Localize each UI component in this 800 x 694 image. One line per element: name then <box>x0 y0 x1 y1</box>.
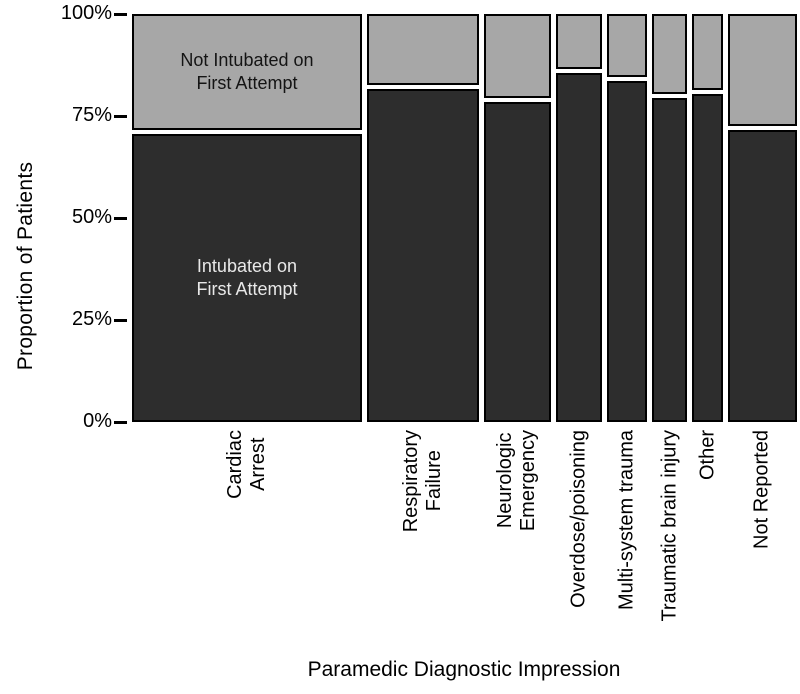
mosaic-bar <box>366 14 480 422</box>
y-tick-label: 0% <box>83 410 112 433</box>
plot-area: Not Intubated on First Attempt Intubated… <box>132 14 797 422</box>
bar-segment-not-intubated: Not Intubated on First Attempt <box>132 14 362 131</box>
category-label: Other <box>696 430 719 481</box>
y-tick-label: 50% <box>71 206 112 229</box>
bar-segment-not-intubated <box>692 14 723 90</box>
y-tick-mark <box>114 216 127 220</box>
category-label: Not Reported <box>750 430 773 549</box>
y-tick-mark <box>114 420 127 424</box>
category-label: Overdose/poisoning <box>567 430 590 608</box>
y-tick-mark <box>114 12 127 16</box>
category-label: Multi-system trauma <box>615 430 638 611</box>
mosaic-bar: Not Intubated on First Attempt Intubated… <box>132 14 362 422</box>
x-axis-title: Paramedic Diagnostic Impression <box>307 658 621 681</box>
mosaic-bar <box>692 14 723 422</box>
y-tick-label: 100% <box>60 2 112 25</box>
bar-segment-intubated <box>651 97 688 422</box>
y-tick-label: 25% <box>71 308 112 331</box>
y-tick-label: 75% <box>71 104 112 127</box>
bar-segment-not-intubated <box>555 14 602 70</box>
category-label: Respiratory Failure <box>400 430 446 533</box>
mosaic-bar <box>606 14 647 422</box>
mosaic-bar <box>727 14 797 422</box>
bar-segment-intubated <box>484 101 551 422</box>
annotation-intubated: Intubated on First Attempt <box>196 256 298 300</box>
y-tick-mark <box>114 318 127 322</box>
bar-segment-intubated <box>366 89 480 422</box>
mosaic-bar <box>484 14 551 422</box>
bar-segment-not-intubated <box>606 14 647 78</box>
bar-segment-intubated <box>692 93 723 422</box>
bar-segment-not-intubated <box>651 14 688 94</box>
category-label: Neurologic Emergency <box>494 430 540 532</box>
bar-segment-intubated <box>727 130 797 422</box>
bar-segment-not-intubated <box>484 14 551 98</box>
bar-segment-not-intubated <box>727 14 797 127</box>
category-label: Traumatic brain injury <box>658 430 680 622</box>
bar-segment-intubated <box>555 73 602 422</box>
mosaic-bar <box>555 14 602 422</box>
bar-segment-intubated <box>606 81 647 422</box>
y-tick-mark <box>114 114 127 118</box>
y-axis-title: Proportion of Patients <box>14 161 37 371</box>
mosaic-bar <box>651 14 688 422</box>
annotation-not-intubated: Not Intubated on First Attempt <box>180 50 314 94</box>
category-label: Cardiac Arrest <box>223 430 269 499</box>
bar-segment-not-intubated <box>366 14 480 86</box>
bar-segment-intubated: Intubated on First Attempt <box>132 134 362 422</box>
